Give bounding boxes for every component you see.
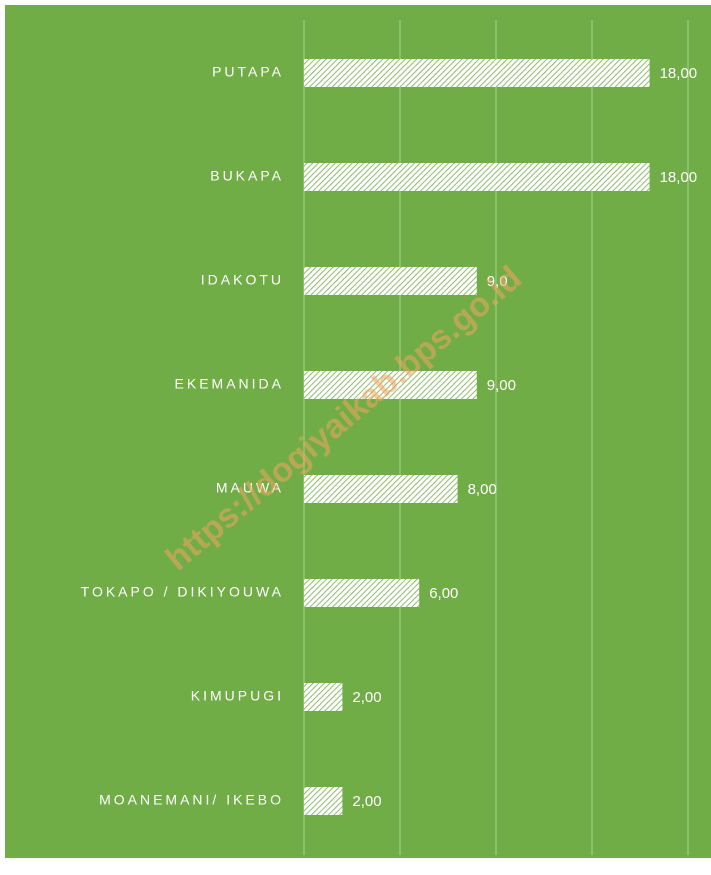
category-label: BUKAPA	[210, 168, 284, 184]
bar	[304, 475, 458, 503]
category-label: MOANEMANI/ IKEBO	[99, 792, 284, 808]
category-label: PUTAPA	[212, 64, 284, 80]
category-label: MAUWA	[216, 480, 284, 496]
category-label: EKEMANIDA	[175, 376, 284, 392]
category-label: IDAKOTU	[201, 272, 284, 288]
plot-background	[5, 5, 711, 858]
data-label: 8,00	[468, 481, 497, 498]
bar	[304, 683, 343, 711]
data-label: 2,00	[352, 793, 381, 810]
data-label: 18,00	[660, 65, 698, 82]
bar	[304, 787, 343, 815]
bar	[304, 59, 650, 87]
data-label: 9,0	[487, 273, 508, 290]
data-label: 18,00	[660, 169, 698, 186]
bar	[304, 267, 477, 295]
bar	[304, 371, 477, 399]
bar	[304, 579, 420, 607]
category-label: TOKAPO / DIKIYOUWA	[81, 584, 284, 600]
data-label: 9,00	[487, 377, 516, 394]
category-label: KIMUPUGI	[191, 688, 284, 704]
data-label: 2,00	[352, 689, 381, 706]
data-label: 6,00	[429, 585, 458, 602]
bar	[304, 163, 650, 191]
